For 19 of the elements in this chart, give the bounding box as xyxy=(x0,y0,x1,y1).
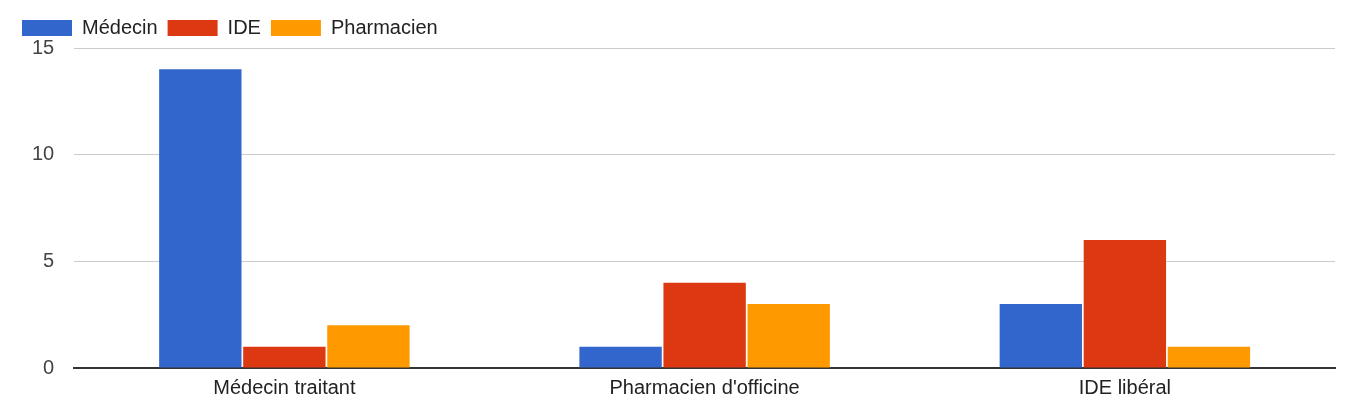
x-tick-label: Médecin traitant xyxy=(213,375,356,398)
bar xyxy=(1167,346,1251,368)
bar xyxy=(999,304,1083,368)
bar xyxy=(747,304,830,368)
legend-label: Médecin xyxy=(82,15,158,38)
y-tick-label: 0 xyxy=(43,355,55,378)
y-tick-label: 5 xyxy=(43,248,55,271)
legend-label: IDE xyxy=(227,15,261,38)
legend-label: Pharmacien xyxy=(330,15,438,38)
bar xyxy=(243,346,326,368)
y-tick-label: 10 xyxy=(32,142,55,165)
bar xyxy=(663,282,746,368)
x-tick-label: IDE libéral xyxy=(1078,375,1172,398)
x-tick-label: Pharmacien d'officine xyxy=(609,375,800,398)
bar xyxy=(159,69,242,368)
bar xyxy=(579,346,662,368)
y-tick-label: 15 xyxy=(32,35,55,58)
bar xyxy=(1083,240,1167,368)
bar xyxy=(327,325,410,368)
